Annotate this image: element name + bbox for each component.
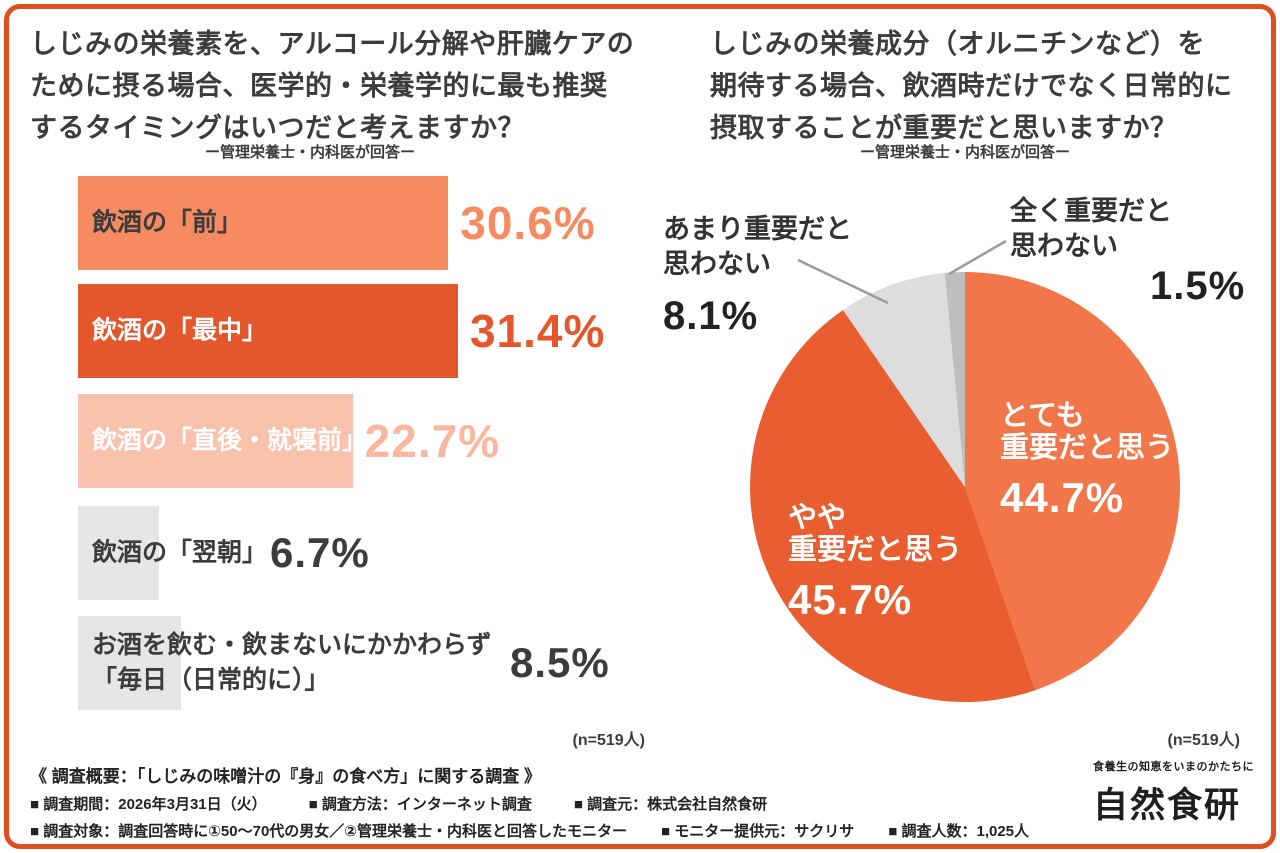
callout-line2: 思わない (1010, 231, 1118, 262)
bar-label: 飲酒の「直後・就寝前」 (92, 426, 368, 455)
survey-method: ■ 調査方法：インターネット調査 (308, 796, 532, 813)
callout-line1: 全く重要だと (1010, 196, 1172, 226)
monitor-provider: ■ モニター提供元：サクリサ (661, 823, 855, 840)
pie-label-very-important: とても 重要だと思う 44.7% (1000, 400, 1174, 521)
title-line: 期待する場合、飲酒時だけでなく日常的に (710, 70, 1233, 101)
bar-label-line2: 「毎日（日常的に）」 (92, 666, 330, 694)
bar-row-while-drinking: 飲酒の「最中」 31.4% (78, 284, 678, 378)
pie-slice (750, 309, 1036, 703)
survey-target: ■ 調査対象：調査回答時に①50〜70代の男女／②管理栄養士・内科医と回答したモ… (30, 823, 628, 840)
pie-slice (843, 272, 965, 487)
bar-value: 30.6% (460, 197, 596, 249)
callout-value: 1.5% (1150, 264, 1246, 308)
survey-details-row1: ■ 調査期間：2026年3月31日（火） ■ 調査方法：インターネット調査 ■ … (30, 793, 767, 814)
title-line: ために摂る場合、医学的・栄養学的に最も推奨 (30, 70, 608, 101)
callout-line1: あまり重要だと (663, 214, 852, 244)
bar-label-line1: お酒を飲む・飲まないにかかわらず (92, 631, 492, 659)
bar-value: 6.7% (270, 529, 370, 576)
pie-slice (944, 272, 965, 487)
title-line: するタイミングはいつだと考えますか？ (30, 112, 525, 143)
pie-label-value: 45.7% (788, 575, 913, 623)
bar-value: 8.5% (510, 639, 610, 686)
left-chart-subtitle: ー管理栄養士・内科医が回答ー (204, 144, 415, 161)
title-line: しじみの栄養素を、アルコール分解や肝臓ケアの (30, 29, 635, 59)
logo-tagline: 食養生の知恵をいまのかたちに (1093, 761, 1254, 773)
pie-label-line2: 重要だと思う (1000, 432, 1175, 465)
survey-period: ■ 調査期間：2026年3月31日（火） (30, 796, 267, 813)
bar-fill (78, 284, 458, 378)
bar-fill (78, 506, 160, 600)
right-chart-title: しじみの栄養成分（オルニチンなど）を 期待する場合、飲酒時だけでなく日常的に 摂… (710, 24, 1233, 150)
survey-overview-title: 《 調査概要：「しじみの味噌汁の『身』の食べ方」に関する調査 》 (30, 767, 541, 786)
bar-fill (78, 394, 353, 488)
callout-not-important-at-all: 全く重要だと 思わない 1.5% (1010, 194, 1244, 308)
callout-value: 8.1% (663, 294, 759, 339)
bar-label: 飲酒の「前」 (92, 208, 243, 237)
right-sample-size: (n=519人) (1167, 732, 1240, 749)
bar-label: お酒を飲む・飲まないにかかわらず 「毎日（日常的に）」 (92, 628, 492, 698)
pie-slice (965, 272, 1181, 691)
bar-value: 31.4% (469, 305, 606, 357)
bar-row-right-after-drinking: 飲酒の「直後・就寝前」 22.7% (78, 394, 678, 488)
right-chart-subtitle: ー管理栄養士・内科医が回答ー (859, 144, 1070, 161)
survey-details-row2: ■ 調査対象：調査回答時に①50〜70代の男女／②管理栄養士・内科医と回答したモ… (30, 820, 1029, 841)
survey-source: ■ 調査元：株式会社自然食研 (573, 796, 768, 813)
bar-label: 飲酒の「最中」 (92, 316, 268, 345)
pie-label-somewhat-important: やや 重要だと思う 45.7% (788, 502, 962, 623)
title-line: しじみの栄養成分（オルニチンなど）を (710, 29, 1205, 59)
bar-label: 飲酒の「翌朝」 (92, 538, 268, 567)
pie-label-line1: とても (1000, 400, 1085, 432)
callout-not-very-important: あまり重要だと 思わない 8.1% (663, 212, 852, 342)
bar-fill (78, 176, 449, 270)
bar-row-every-day: お酒を飲む・飲まないにかかわらず 「毎日（日常的に）」 8.5% (78, 616, 678, 710)
company-logo: 食養生の知恵をいまのかたちに 自然食研 (1093, 758, 1254, 828)
bar-row-before-drinking: 飲酒の「前」 30.6% (78, 176, 678, 270)
callout-line2: 思わない (663, 249, 771, 280)
bar-value: 22.7% (364, 415, 501, 467)
left-chart-title: しじみの栄養素を、アルコール分解や肝臓ケアの ために摂る場合、医学的・栄養学的に… (30, 24, 634, 150)
bar-fill (78, 616, 181, 710)
bar-row-next-morning: 飲酒の「翌朝」 6.7% (78, 506, 678, 600)
logo-name: 自然食研 (1093, 786, 1242, 825)
pie-label-value: 44.7% (1000, 473, 1125, 521)
pie-chart (750, 272, 1181, 703)
survey-count: ■ 調査人数：1,025人 (888, 823, 1030, 840)
title-line: 摂取することが重要だと思いますか？ (710, 112, 1178, 143)
pie-label-line1: やや (788, 502, 847, 534)
pie-label-line2: 重要だと思う (788, 534, 963, 567)
left-sample-size: (n=519人) (572, 732, 645, 749)
